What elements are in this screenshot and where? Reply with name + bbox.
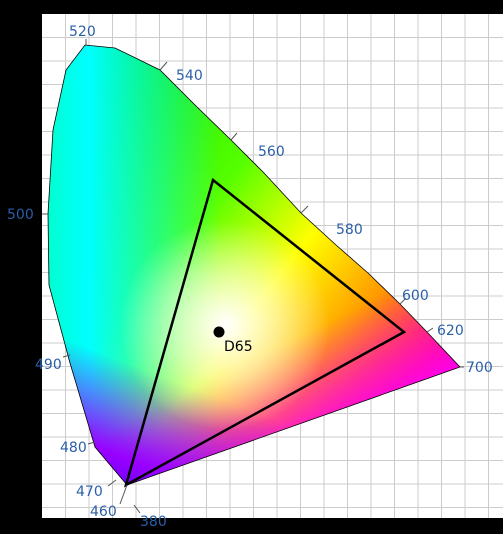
- wavelength-label-470: 470: [76, 484, 103, 500]
- wavelength-label-490: 490: [35, 357, 62, 373]
- white-point-marker: [213, 326, 225, 338]
- wavelength-label-620: 620: [437, 323, 464, 339]
- wavelength-label-520: 520: [69, 24, 96, 40]
- wavelength-label-600: 600: [402, 288, 429, 304]
- wavelength-label-700: 700: [466, 360, 493, 376]
- wavelength-label-580: 580: [336, 222, 363, 238]
- wavelength-label-480: 480: [60, 440, 87, 456]
- white-point-label: D65: [224, 339, 253, 355]
- wavelength-label-500: 500: [7, 207, 34, 223]
- wavelength-ticks: [42, 39, 464, 514]
- wavelength-label-540: 540: [176, 68, 203, 84]
- wavelength-label-560: 560: [258, 144, 285, 160]
- wavelength-label-460: 460: [90, 504, 117, 520]
- wavelength-label-380: 380: [140, 514, 167, 530]
- gamut-triangle: [123, 177, 407, 488]
